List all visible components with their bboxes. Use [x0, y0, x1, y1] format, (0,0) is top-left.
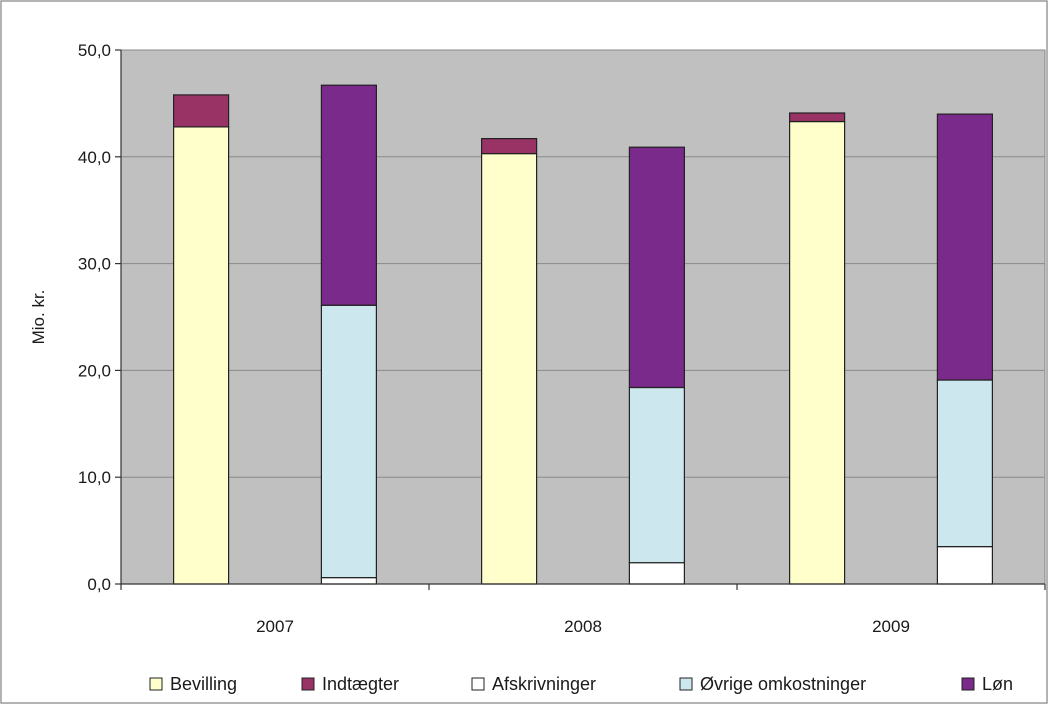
bar-segment [937, 114, 992, 380]
y-axis-title: Mio. kr. [29, 290, 48, 345]
bar-segment [321, 85, 376, 305]
legend-swatch [302, 678, 314, 690]
legend-label: Afskrivninger [492, 674, 596, 694]
bar-segment [790, 122, 845, 584]
plot-area [121, 50, 1045, 584]
bar-segment [629, 563, 684, 584]
legend-label: Bevilling [170, 674, 237, 694]
bar-segment [174, 95, 229, 127]
y-tick-label: 30,0 [78, 255, 111, 274]
bar-segment [629, 388, 684, 563]
y-tick-label: 0,0 [87, 575, 111, 594]
legend-swatch [680, 678, 692, 690]
legend-label: Indtægter [322, 674, 399, 694]
bar-segment [321, 578, 376, 584]
legend-swatch [472, 678, 484, 690]
x-tick-label: 2009 [872, 617, 910, 636]
y-tick-label: 40,0 [78, 148, 111, 167]
x-tick-label: 2008 [564, 617, 602, 636]
bar-segment [482, 154, 537, 584]
legend-swatch [150, 678, 162, 690]
y-tick-label: 20,0 [78, 361, 111, 380]
bar-segment [321, 305, 376, 577]
legend-swatch [962, 678, 974, 690]
bar-segment [790, 113, 845, 122]
bar-segment [937, 547, 992, 584]
bar-segment [629, 147, 684, 387]
legend-label: Løn [982, 674, 1013, 694]
y-tick-label: 50,0 [78, 41, 111, 60]
legend-label: Øvrige omkostninger [700, 674, 866, 694]
x-tick-label: 2007 [256, 617, 294, 636]
y-tick-label: 10,0 [78, 468, 111, 487]
bar-segment [482, 139, 537, 154]
legend-item: Øvrige omkostninger [680, 674, 866, 694]
bar-segment [937, 380, 992, 547]
bar-segment [174, 127, 229, 584]
